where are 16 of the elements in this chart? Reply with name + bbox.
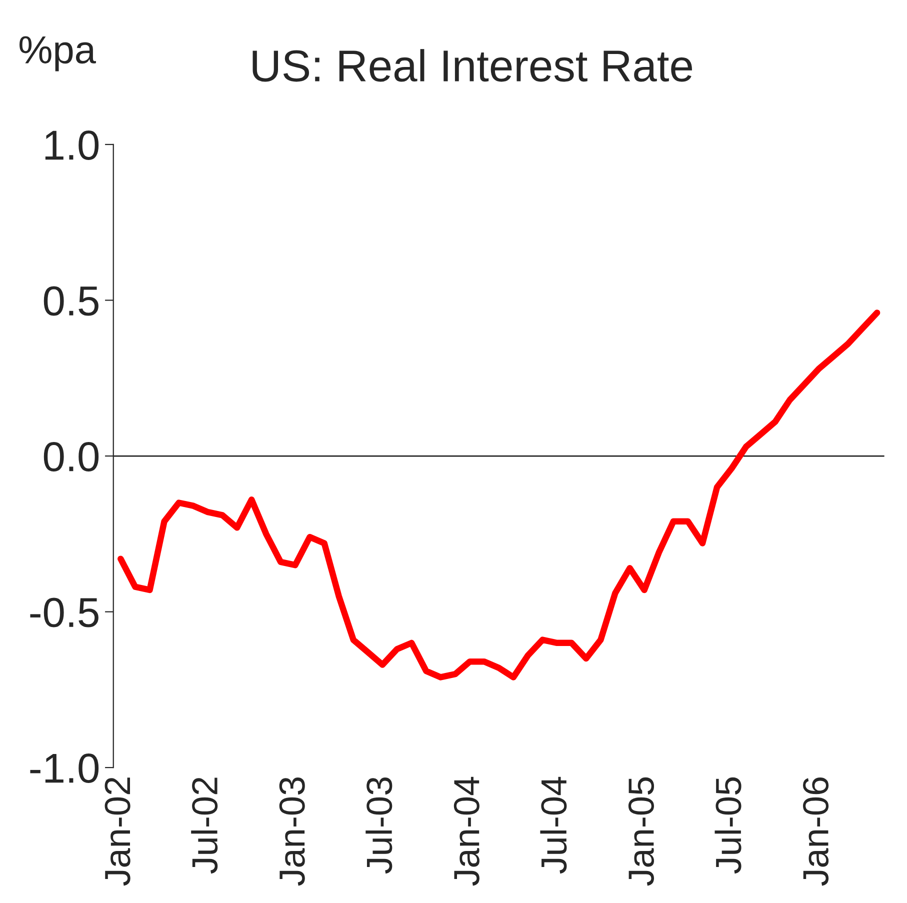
y-tick-label: -0.5 [30, 598, 98, 628]
x-tick-label: Jul-05 [714, 777, 742, 874]
y-tick-label: 1.0 [45, 130, 99, 160]
x-tick-label: Jan-04 [454, 776, 480, 886]
y-tick-label: 0.0 [44, 442, 99, 472]
y-tick-label: -1.0 [30, 754, 99, 784]
x-tick-label: Jan-02 [104, 778, 130, 886]
x-tick-label: Jan-06 [802, 777, 829, 886]
y-axis-title: %pa [20, 36, 96, 72]
chart-title: US: Real Interest Rate [252, 49, 692, 82]
x-tick-label: Jul-02 [191, 778, 218, 874]
x-tick-label: Jul-04 [540, 776, 567, 874]
y-tick-label: 0.5 [44, 286, 98, 316]
x-tick-label: Jan-03 [279, 777, 305, 886]
x-tick-label: Jul-03 [366, 777, 392, 874]
x-tick-label: Jan-05 [628, 777, 654, 886]
